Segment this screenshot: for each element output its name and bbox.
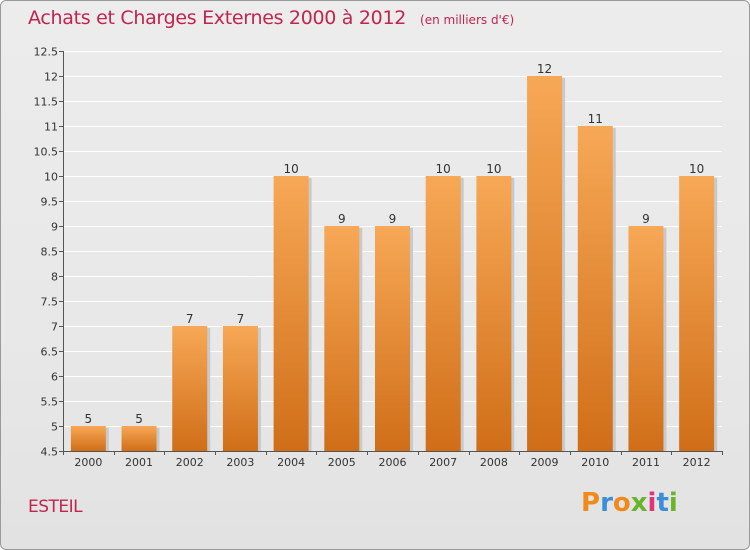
bar-2003: [222, 326, 258, 451]
logo-letter: i: [647, 488, 657, 518]
bar-value-label: 5: [135, 412, 143, 426]
y-tick-label: 8: [51, 271, 58, 284]
bar-2008: [476, 176, 512, 451]
y-tick-label: 4.5: [41, 446, 59, 459]
y-tick-label: 5: [51, 421, 58, 434]
bar-value-label: 10: [486, 162, 501, 176]
bars: [70, 76, 718, 451]
y-tick-label: 10: [44, 171, 58, 184]
bar-2012: [679, 176, 715, 451]
y-tick-label: 6.5: [41, 346, 59, 359]
y-tick-label: 7: [51, 321, 58, 334]
bar-value-label: 9: [389, 212, 397, 226]
x-tick-label: 2009: [531, 456, 559, 469]
y-tick-label: 6: [51, 371, 58, 384]
bar-value-label: 10: [436, 162, 451, 176]
logo-letter: P: [581, 488, 601, 518]
logo-letter: o: [612, 488, 631, 518]
y-tick-label: 9: [51, 221, 58, 234]
proxiti-logo[interactable]: Proxiti: [581, 488, 678, 518]
x-tick-label: 2005: [328, 456, 356, 469]
x-tick-label: 2004: [277, 456, 305, 469]
title-row: Achats et Charges Externes 2000 à 2012 (…: [28, 7, 514, 29]
y-tick-label: 11: [44, 121, 58, 134]
x-tick-label: 2011: [632, 456, 660, 469]
bar-2011: [628, 226, 664, 451]
logo-letter: r: [600, 488, 613, 518]
bar-2010: [577, 126, 613, 451]
bar-2009: [527, 76, 563, 451]
y-tick-label: 12.5: [34, 46, 59, 59]
chart-title: Achats et Charges Externes 2000 à 2012: [28, 7, 407, 29]
bar-value-label: 10: [689, 162, 704, 176]
bar-2007: [425, 176, 461, 451]
bar-2001: [121, 426, 157, 451]
bar-value-label: 7: [186, 312, 194, 326]
bar-value-label: 10: [283, 162, 298, 176]
y-tick-label: 7.5: [41, 296, 59, 309]
bar-value-label: 9: [642, 212, 650, 226]
y-tick-label: 11.5: [34, 96, 59, 109]
y-tick-label: 9.5: [41, 196, 59, 209]
logo-letter: t: [656, 488, 669, 518]
x-tick-label: 2007: [429, 456, 457, 469]
bar-2005: [324, 226, 360, 451]
bar-2004: [273, 176, 309, 451]
x-tick-label: 2008: [480, 456, 508, 469]
bar-value-label: 12: [537, 62, 552, 76]
bar-value-label: 5: [85, 412, 93, 426]
x-tick-label: 2012: [683, 456, 711, 469]
logo-letter: i: [668, 488, 678, 518]
x-tick-label: 2000: [74, 456, 102, 469]
chart-unit: (en milliers d'€): [420, 13, 515, 27]
bar-2006: [375, 226, 410, 451]
x-tick-label: 2010: [581, 456, 609, 469]
x-tick-label: 2006: [379, 456, 407, 469]
bar-2002: [172, 326, 208, 451]
x-tick-label: 2003: [226, 456, 254, 469]
bar-value-label: 7: [237, 312, 245, 326]
y-tick-label: 12: [44, 71, 58, 84]
logo-letter: x: [630, 488, 648, 518]
x-tick-label: 2001: [125, 456, 153, 469]
y-tick-label: 5.5: [41, 396, 59, 409]
y-tick-label: 10.5: [34, 146, 59, 159]
bar-2000: [70, 426, 106, 451]
y-tick-label: 8.5: [41, 246, 59, 259]
commune-name: ESTEIL: [28, 497, 83, 517]
bar-value-label: 11: [588, 112, 603, 126]
labels: 4.5 5 5.5 6 6.5 7 7.5 8 8.5 9 9.5 10 10.5 11 11.5 12 12.…: [34, 46, 711, 470]
x-tick-label: 2002: [176, 456, 204, 469]
axes: [59, 51, 723, 455]
bar-value-label: 9: [338, 212, 346, 226]
